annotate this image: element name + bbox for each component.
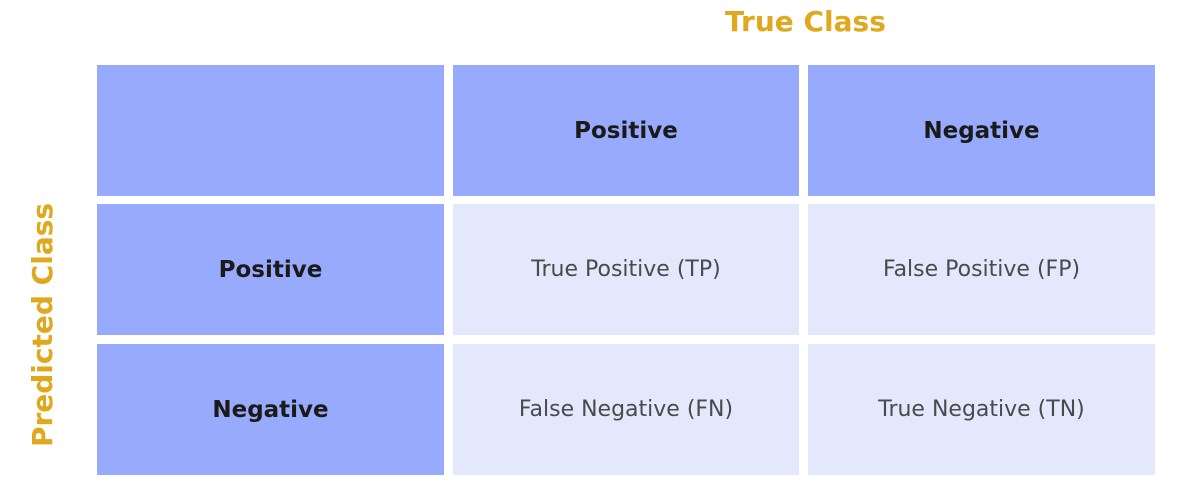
cell-false-negative: False Negative (FN) (453, 344, 799, 475)
predicted-class-title: Predicted Class (26, 202, 59, 448)
column-header-positive: Positive (453, 65, 799, 196)
cell-true-negative: True Negative (TN) (808, 344, 1155, 475)
cell-false-positive: False Positive (FP) (808, 204, 1155, 335)
column-header-negative: Negative (808, 65, 1155, 196)
row-header-negative: Negative (97, 344, 444, 475)
row-header-positive: Positive (97, 204, 444, 335)
true-class-title: True Class (725, 5, 886, 38)
corner-cell (97, 65, 444, 196)
cell-true-positive: True Positive (TP) (453, 204, 799, 335)
